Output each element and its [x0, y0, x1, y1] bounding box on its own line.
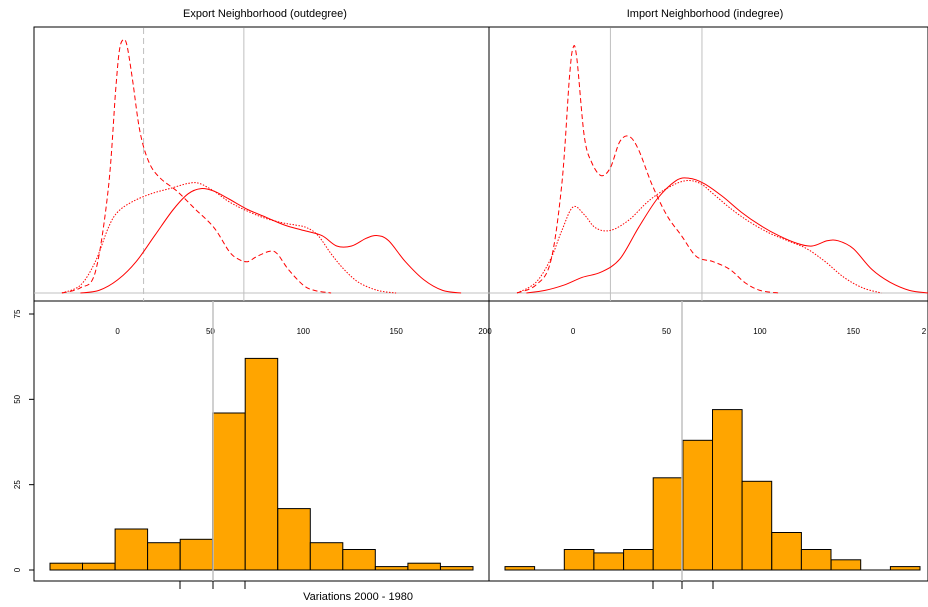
import-hist-bar: [741, 480, 773, 571]
import-hist-bar: [504, 566, 536, 571]
import-hist-bar: [889, 566, 921, 571]
x-axis-label: Variations 2000 - 1980: [303, 591, 413, 603]
y-tick-label: 75: [13, 309, 22, 318]
export-hist-bar: [309, 542, 344, 571]
import-hist-bar: [771, 532, 802, 571]
export-x-tick-label: 200: [478, 327, 492, 336]
export-hist-bar: [49, 562, 83, 571]
export-hist-bar: [147, 542, 181, 571]
title-import: Import Neighborhood (indegree): [627, 8, 784, 20]
export-hist-bar: [440, 566, 474, 571]
import-density-solid: [526, 177, 928, 294]
export-density-dotted: [61, 182, 397, 294]
import-x-tick-label: 0: [571, 327, 576, 336]
export-histogram: 0 25 50 75: [13, 301, 474, 589]
export-hist-bar: [244, 357, 279, 571]
import-density-dashed: [516, 45, 779, 294]
import-x-tick-label: 50: [662, 327, 671, 336]
export-density-plot: 0 50 100 150 200: [34, 28, 492, 336]
import-histogram-frame: [488, 300, 928, 582]
export-density-solid: [80, 188, 462, 294]
export-hist-bar: [114, 528, 149, 571]
import-hist-bar: [682, 439, 714, 571]
import-x-tick-label: 150: [847, 327, 861, 336]
import-histogram: [504, 301, 921, 589]
export-x-tick-label: 100: [297, 327, 311, 336]
import-hist-bar: [712, 409, 743, 571]
import-density-dotted: [516, 180, 882, 294]
export-hist-bar: [179, 538, 214, 571]
export-density-dashed: [61, 38, 332, 294]
export-hist-bar: [374, 566, 409, 571]
export-hist-bar: [82, 562, 116, 571]
import-hist-bar: [800, 549, 832, 571]
import-hist-bar: [593, 552, 625, 571]
y-tick-label: 25: [13, 480, 22, 489]
export-density-frame: [33, 26, 490, 302]
export-hist-bar: [277, 508, 311, 571]
export-hist-bar: [407, 562, 441, 571]
y-tick-label: 0: [13, 567, 22, 572]
import-hist-bar: [563, 549, 595, 571]
import-x-tick-label: 100: [753, 327, 767, 336]
import-density-plot: 0 50 100 150 2: [489, 28, 928, 336]
export-x-tick-label: 150: [389, 327, 403, 336]
import-hist-bar: [830, 559, 862, 571]
y-tick-label: 50: [13, 394, 22, 403]
import-density-frame: [488, 26, 928, 302]
export-x-tick-label: 50: [206, 327, 215, 336]
export-hist-bar: [212, 412, 246, 571]
export-x-tick-label: 0: [115, 327, 120, 336]
import-hist-bar: [623, 549, 654, 571]
export-hist-bar: [342, 549, 376, 571]
import-hist-bar: [652, 477, 684, 571]
title-export: Export Neighborhood (outdegree): [183, 8, 347, 20]
import-x-tick-label: 2: [922, 327, 927, 336]
